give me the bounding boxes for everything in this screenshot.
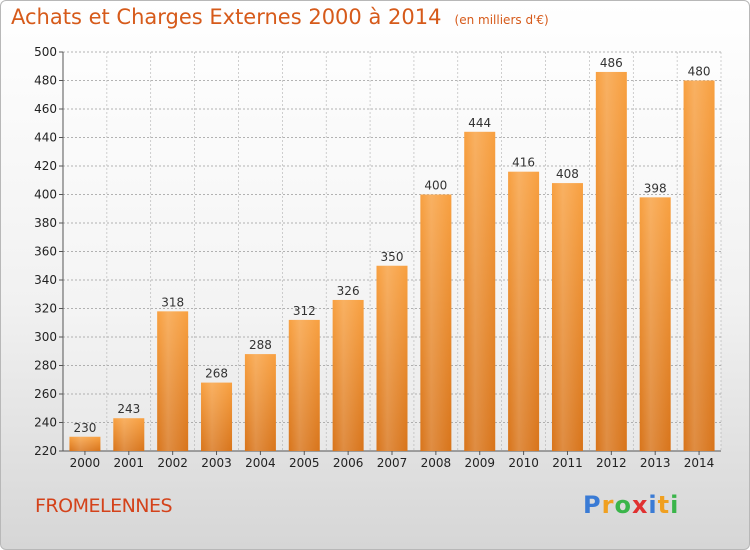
bar-shine bbox=[201, 382, 233, 451]
bar-shine bbox=[595, 71, 627, 451]
bars bbox=[69, 71, 715, 452]
x-tick-label: 2006 bbox=[333, 456, 364, 470]
data-label: 444 bbox=[468, 116, 491, 130]
x-tick-label: 2012 bbox=[596, 456, 627, 470]
x-tick-label: 2013 bbox=[640, 456, 671, 470]
y-tick-label: 240 bbox=[34, 416, 57, 430]
bar-shine bbox=[551, 183, 583, 451]
data-label: 312 bbox=[293, 304, 316, 318]
proxiti-logo: Proxiti bbox=[583, 491, 679, 519]
x-tick-label: 2002 bbox=[157, 456, 188, 470]
bar-shine bbox=[113, 418, 145, 451]
x-tick-label: 2011 bbox=[552, 456, 583, 470]
x-tick-label: 2014 bbox=[684, 456, 715, 470]
bar-shine bbox=[420, 194, 452, 451]
y-tick-label: 340 bbox=[34, 273, 57, 287]
data-label: 398 bbox=[644, 181, 667, 195]
bar-shine bbox=[244, 354, 276, 451]
x-tick-label: 2000 bbox=[70, 456, 101, 470]
x-tick-label: 2007 bbox=[377, 456, 408, 470]
x-tick-label: 2009 bbox=[464, 456, 495, 470]
y-tick-label: 320 bbox=[34, 302, 57, 316]
data-label: 408 bbox=[556, 167, 579, 181]
y-tick-label: 360 bbox=[34, 245, 57, 259]
y-tick-label: 300 bbox=[34, 330, 57, 344]
data-labels: 230 243 318 268 288 312 326 350 400 444 416 408 486 3… bbox=[73, 56, 710, 435]
y-tick-label: 460 bbox=[34, 102, 57, 116]
data-label: 230 bbox=[73, 421, 96, 435]
y-tick-label: 260 bbox=[34, 387, 57, 401]
bar-shine bbox=[69, 436, 101, 451]
y-tick-label: 380 bbox=[34, 216, 57, 230]
bar-shine bbox=[288, 319, 320, 451]
data-label: 268 bbox=[205, 367, 228, 381]
y-tick-label: 480 bbox=[34, 74, 57, 88]
bar-shine bbox=[332, 299, 364, 451]
y-tick-label: 280 bbox=[34, 359, 57, 373]
bar-shine bbox=[683, 80, 715, 451]
logo-letter: x bbox=[631, 491, 649, 519]
axes: 220 240 260 280 300 320 340 360 380 400 420 440 460 4… bbox=[34, 45, 721, 470]
y-tick-label: 420 bbox=[34, 159, 57, 173]
y-tick-label: 220 bbox=[34, 444, 57, 458]
bar-shine bbox=[157, 311, 189, 451]
bar-shine bbox=[639, 197, 671, 451]
x-tick-label: 2010 bbox=[508, 456, 539, 470]
bar-shine bbox=[376, 265, 408, 451]
data-label: 486 bbox=[600, 56, 623, 70]
data-label: 288 bbox=[249, 338, 272, 352]
bar-shine bbox=[464, 131, 496, 452]
chart-subtitle: (en milliers d'€) bbox=[454, 13, 549, 27]
x-tick-label: 2005 bbox=[289, 456, 320, 470]
logo-letter: i bbox=[648, 491, 658, 519]
bar-shine bbox=[508, 171, 540, 451]
data-label: 480 bbox=[688, 65, 711, 79]
x-tick-label: 2001 bbox=[114, 456, 145, 470]
logo-letter: i bbox=[670, 491, 680, 519]
data-label: 400 bbox=[424, 179, 447, 193]
commune-name: FROMELENNES bbox=[35, 495, 173, 517]
logo-letter: t bbox=[657, 491, 671, 519]
logo-letter: r bbox=[601, 491, 615, 519]
chart-header: Achats et Charges Externes 2000 à 2014 (… bbox=[11, 5, 549, 29]
x-tick-label: 2008 bbox=[421, 456, 452, 470]
logo-letter: o bbox=[614, 491, 632, 519]
y-tick-label: 400 bbox=[34, 188, 57, 202]
data-label: 350 bbox=[381, 250, 404, 264]
chart-title: Achats et Charges Externes 2000 à 2014 bbox=[11, 5, 442, 29]
data-label: 318 bbox=[161, 295, 184, 309]
data-label: 243 bbox=[117, 402, 140, 416]
data-label: 416 bbox=[512, 156, 535, 170]
y-tick-label: 500 bbox=[34, 45, 57, 59]
x-tick-label: 2003 bbox=[201, 456, 232, 470]
x-tick-label: 2004 bbox=[245, 456, 276, 470]
y-tick-label: 440 bbox=[34, 131, 57, 145]
logo-letter: P bbox=[583, 491, 602, 519]
data-label: 326 bbox=[337, 284, 360, 298]
